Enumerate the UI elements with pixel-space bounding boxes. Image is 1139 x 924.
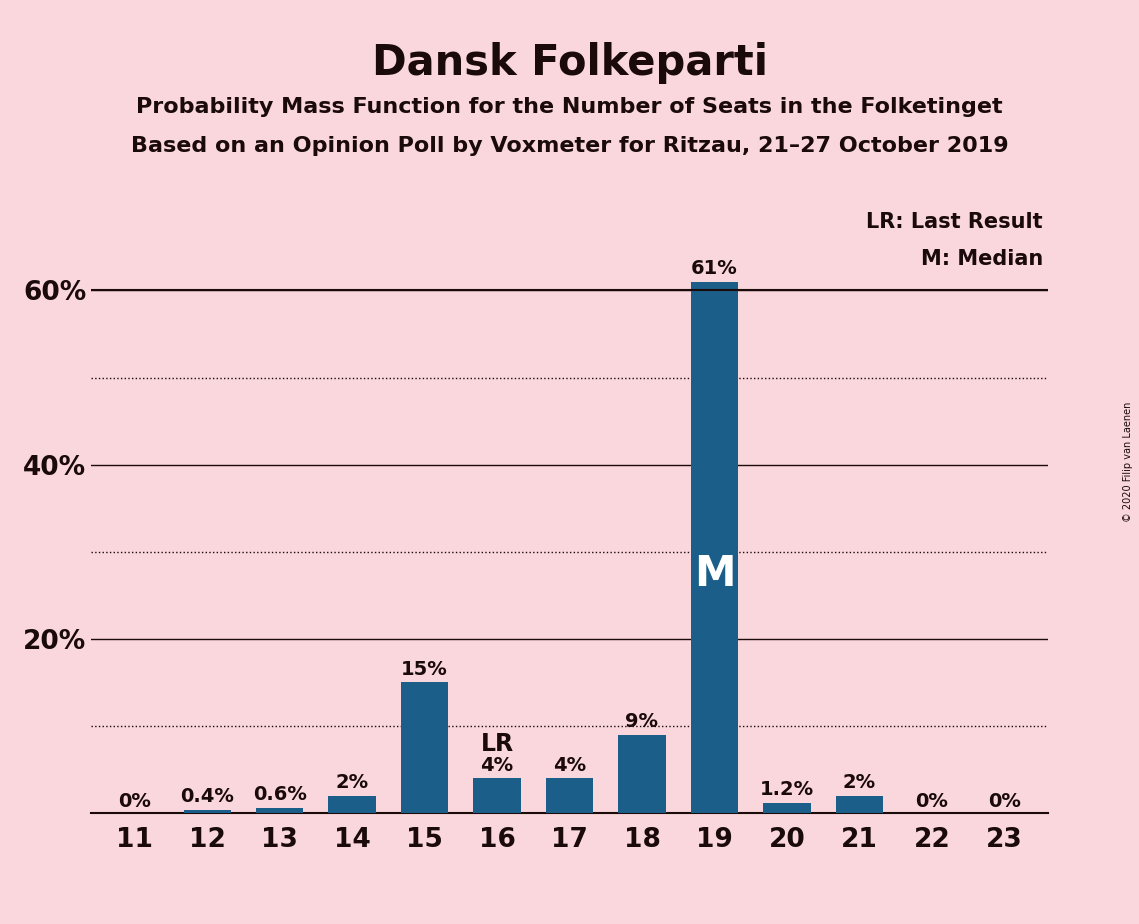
- Bar: [183, 809, 231, 813]
- Text: Probability Mass Function for the Number of Seats in the Folketinget: Probability Mass Function for the Number…: [137, 97, 1002, 117]
- Text: 2%: 2%: [843, 773, 876, 792]
- Text: 0.6%: 0.6%: [253, 785, 306, 805]
- Bar: [401, 683, 448, 813]
- Text: 0%: 0%: [118, 792, 151, 810]
- Text: 0%: 0%: [988, 792, 1021, 810]
- Text: Dansk Folkeparti: Dansk Folkeparti: [371, 42, 768, 83]
- Bar: [618, 735, 665, 813]
- Text: M: M: [694, 553, 735, 595]
- Text: 2%: 2%: [336, 773, 369, 792]
- Text: Based on an Opinion Poll by Voxmeter for Ritzau, 21–27 October 2019: Based on an Opinion Poll by Voxmeter for…: [131, 136, 1008, 156]
- Bar: [474, 778, 521, 813]
- Text: M: Median: M: Median: [920, 249, 1043, 269]
- Bar: [836, 796, 883, 813]
- Text: LR: Last Result: LR: Last Result: [867, 213, 1043, 233]
- Text: 0%: 0%: [916, 792, 949, 810]
- Text: 4%: 4%: [481, 756, 514, 775]
- Bar: [256, 808, 303, 813]
- Text: LR: LR: [481, 733, 514, 757]
- Text: 15%: 15%: [401, 660, 448, 679]
- Bar: [691, 282, 738, 813]
- Text: 61%: 61%: [691, 260, 738, 278]
- Text: 0.4%: 0.4%: [180, 787, 233, 806]
- Text: 1.2%: 1.2%: [760, 780, 814, 799]
- Bar: [328, 796, 376, 813]
- Bar: [763, 803, 811, 813]
- Text: © 2020 Filip van Laenen: © 2020 Filip van Laenen: [1123, 402, 1133, 522]
- Bar: [546, 778, 593, 813]
- Text: 9%: 9%: [625, 712, 658, 731]
- Text: 4%: 4%: [552, 756, 587, 775]
